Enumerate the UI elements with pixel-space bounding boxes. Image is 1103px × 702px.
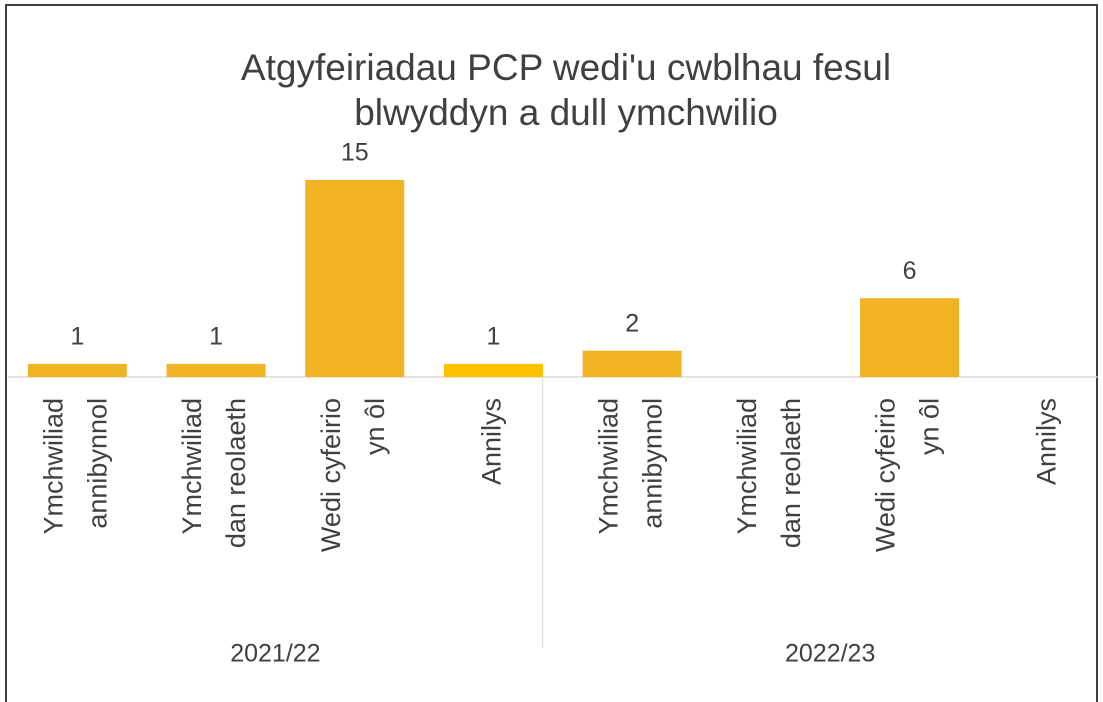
bar bbox=[305, 180, 405, 377]
x-tick-label: Ymchwiliad bbox=[732, 398, 762, 535]
bar bbox=[860, 298, 960, 377]
x-tick-label: Wedi cyfeirio bbox=[316, 398, 346, 552]
x-tick-label: dan reolaeth bbox=[776, 398, 806, 548]
bar bbox=[166, 363, 266, 377]
chart-title: Atgyfeiriadau PCP wedi'u cwblhau fesul bbox=[241, 47, 891, 88]
data-label: 15 bbox=[341, 139, 369, 167]
data-label: 2 bbox=[625, 309, 639, 337]
x-tick-label: yn ôl bbox=[360, 398, 390, 455]
x-tick-label: Wedi cyfeirio bbox=[871, 398, 901, 552]
bar bbox=[582, 350, 682, 377]
x-tick-label: dan reolaeth bbox=[221, 398, 251, 548]
x-tick-label: Ymchwiliad bbox=[593, 398, 623, 535]
data-label: 6 bbox=[903, 257, 917, 285]
bar bbox=[27, 363, 127, 377]
x-tick-label: Annilys bbox=[477, 398, 507, 485]
x-tick-label: Ymchwiliad bbox=[38, 398, 68, 535]
x-tick-label: Annilys bbox=[1031, 398, 1061, 485]
data-label: 1 bbox=[70, 322, 84, 350]
chart-frame bbox=[5, 4, 1098, 702]
x-tick-label: annibynnol bbox=[637, 398, 667, 529]
data-label: 1 bbox=[486, 322, 500, 350]
x-tick-label: Ymchwiliad bbox=[177, 398, 207, 535]
group-label: 2022/23 bbox=[785, 640, 875, 668]
x-tick-label: yn ôl bbox=[915, 398, 945, 455]
data-label: 1 bbox=[209, 322, 223, 350]
bar bbox=[443, 363, 543, 377]
group-label: 2021/22 bbox=[230, 640, 320, 668]
x-tick-label: annibynnol bbox=[82, 398, 112, 529]
chart-title: blwyddyn a dull ymchwilio bbox=[354, 92, 778, 133]
